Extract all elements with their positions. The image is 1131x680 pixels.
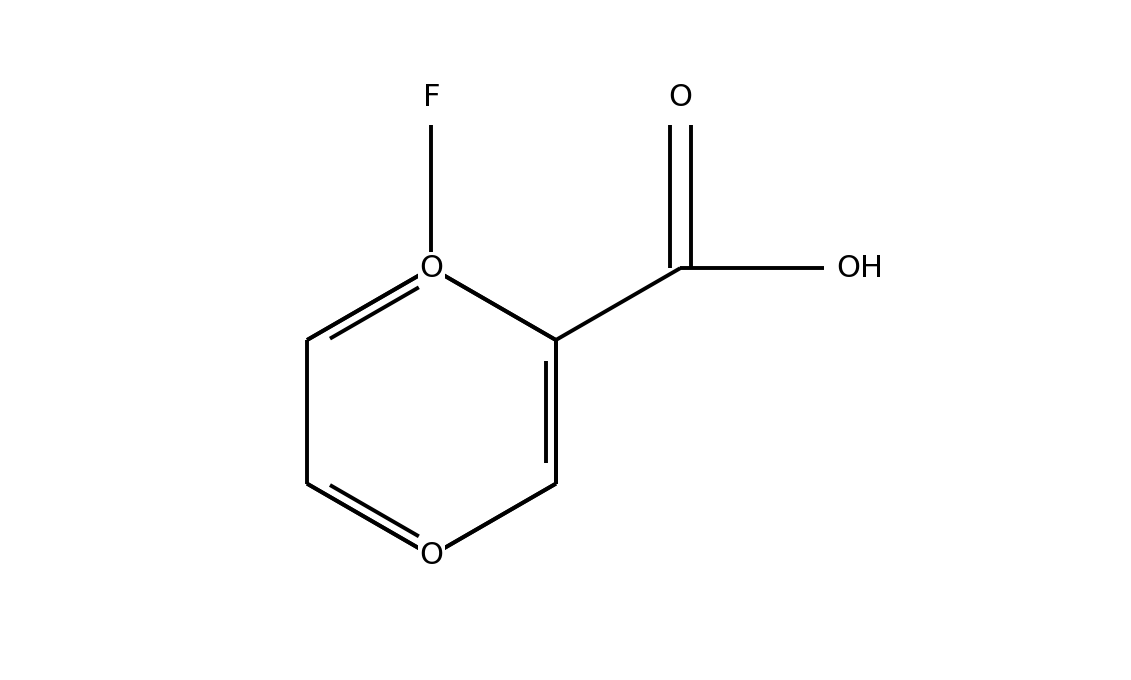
- Text: O: O: [668, 83, 692, 112]
- Text: O: O: [420, 541, 443, 570]
- Text: F: F: [423, 83, 440, 112]
- Text: O: O: [420, 254, 443, 283]
- Text: OH: OH: [836, 254, 883, 283]
